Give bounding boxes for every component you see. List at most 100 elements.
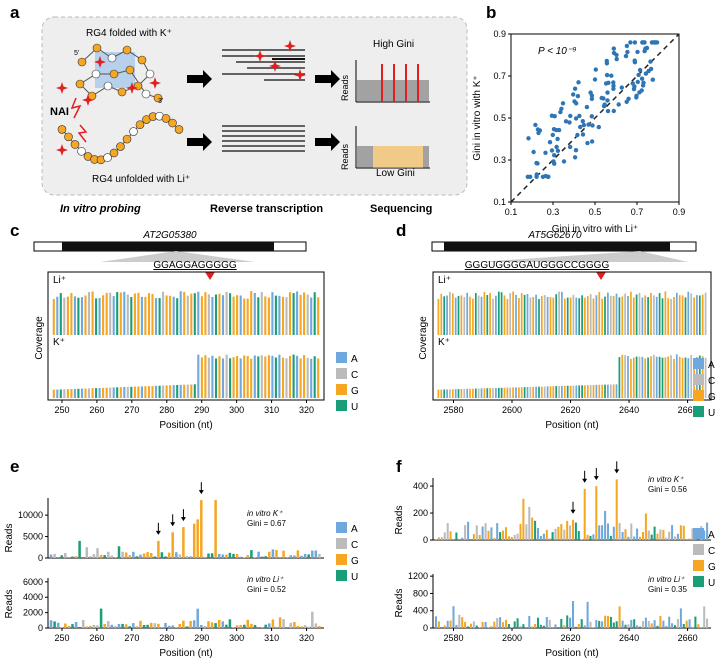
- scatter-point: [552, 153, 557, 158]
- star-icon: [294, 69, 306, 81]
- arrow-icon: [315, 70, 340, 88]
- nai-molecules: [56, 82, 88, 156]
- star-icon: [126, 82, 138, 94]
- scatter-point: [572, 155, 578, 160]
- x-tick-label: 0.3: [547, 207, 560, 217]
- scatter-point: [623, 53, 629, 59]
- scatter-point: [550, 132, 555, 138]
- top-gini: Gini = 0.56: [648, 485, 687, 494]
- x-tick-label: 300: [229, 405, 244, 415]
- nucleotide: [103, 153, 112, 162]
- legend-swatch: [693, 560, 704, 571]
- scatter-point: [567, 120, 572, 125]
- x-tick-label: 2640: [619, 633, 639, 643]
- scatter-point: [534, 174, 539, 179]
- scatter-point: [604, 72, 610, 78]
- scatter-points: [525, 40, 660, 179]
- panel-label-a: a: [10, 3, 20, 22]
- scatter-point: [631, 86, 637, 92]
- star-icon: [82, 94, 94, 106]
- scatter-point: [640, 83, 646, 88]
- three-prime-label: 3': [158, 98, 163, 105]
- arrow-down-icon: [180, 517, 186, 522]
- panel-label-b: b: [486, 3, 496, 22]
- reads-y-label: Reads: [394, 506, 405, 535]
- scatter-point: [603, 81, 609, 86]
- step-sequencing: Sequencing: [370, 203, 432, 215]
- scatter-point: [575, 93, 581, 99]
- scatter-point: [577, 113, 582, 119]
- scatter-ticks: 0.10.1 0.3 0.3 0.5 0.5 0.7 0.7 0.9 0.9: [493, 29, 685, 217]
- scatter-point: [589, 96, 595, 102]
- nucleotide: [168, 118, 177, 128]
- legend-label: A: [708, 530, 715, 541]
- reads-axis-label: Reads: [340, 143, 350, 170]
- reverse-transcription-reads: [222, 40, 306, 152]
- nucleotide: [107, 53, 117, 63]
- li-label: Li⁺: [53, 275, 66, 286]
- y-tick-label: 0.9: [493, 29, 506, 39]
- scatter-point: [637, 67, 643, 73]
- legend-swatch: [336, 538, 347, 549]
- star-icon: [149, 77, 161, 89]
- legend-label: U: [351, 402, 358, 413]
- legend-label: A: [351, 524, 358, 535]
- backbone: [79, 47, 159, 99]
- legend-swatch: [693, 406, 704, 417]
- arrow-down-icon: [614, 469, 620, 474]
- nucleotide: [75, 79, 85, 89]
- panel-a: RG4 folded with K⁺ RG4 unfolded with Li⁺…: [41, 16, 468, 215]
- scatter-point: [578, 124, 583, 130]
- nucleotide: [109, 69, 119, 79]
- arrow-down-icon: [582, 478, 588, 483]
- panel-label-e: e: [10, 457, 19, 476]
- y-tick-label: 0.3: [493, 155, 506, 165]
- scatter-point: [639, 76, 645, 81]
- legend-swatch: [693, 544, 704, 555]
- x-tick-label: 300: [229, 633, 244, 643]
- legend-swatch: [693, 576, 704, 587]
- scatter-point: [546, 174, 551, 179]
- nucleotide: [122, 134, 132, 144]
- scatter-point: [558, 109, 563, 115]
- legend-label: C: [708, 376, 715, 387]
- scatter-point: [611, 83, 616, 89]
- scatter-point: [611, 80, 616, 85]
- x-tick-label: 270: [124, 405, 139, 415]
- scatter-point: [531, 149, 536, 155]
- x-tick-label: 0.1: [505, 207, 518, 217]
- triangle-marker-icon: [596, 272, 606, 280]
- scatter-point: [580, 119, 585, 124]
- scatter-point: [547, 140, 553, 145]
- y-tick-label: 0: [423, 623, 428, 633]
- scatter-point: [611, 108, 616, 114]
- nucleotide: [137, 55, 147, 65]
- scatter-point: [567, 144, 573, 150]
- scatter-point: [555, 136, 560, 142]
- x-tick-label: 2620: [561, 633, 581, 643]
- coverage-y-label: Coverage: [34, 316, 45, 360]
- reads-top-chart: 0 5000 10000: [18, 482, 324, 563]
- panel-e: 0 5000 10000 0 2000 4000 6000 250 260 270 280 290 3…: [4, 482, 359, 659]
- legend-swatch: [336, 522, 347, 533]
- unfolded-rg4-strand: [57, 111, 184, 165]
- top-condition: in vitro K⁺: [247, 509, 283, 518]
- scatter-point: [599, 95, 604, 101]
- scatter-point: [543, 150, 548, 155]
- star-icon: [56, 144, 68, 156]
- reads-y-label: Reads: [394, 589, 405, 618]
- x-tick-label: 310: [264, 405, 279, 415]
- scatter-point: [616, 102, 621, 107]
- d-x-label: Position (nt): [545, 420, 598, 431]
- scatter-point: [625, 49, 630, 55]
- star-icon: [269, 60, 281, 72]
- scatter-point: [592, 77, 598, 82]
- nucleotide: [116, 142, 125, 151]
- reads-bottom-chart: 0 2000 4000 6000 250 260 270 280 290 300 310 320: [23, 577, 324, 643]
- scatter-point: [628, 40, 633, 45]
- legend-label: U: [708, 578, 715, 589]
- y-tick-label: 5000: [23, 532, 43, 542]
- y-tick-label: 10000: [18, 510, 43, 520]
